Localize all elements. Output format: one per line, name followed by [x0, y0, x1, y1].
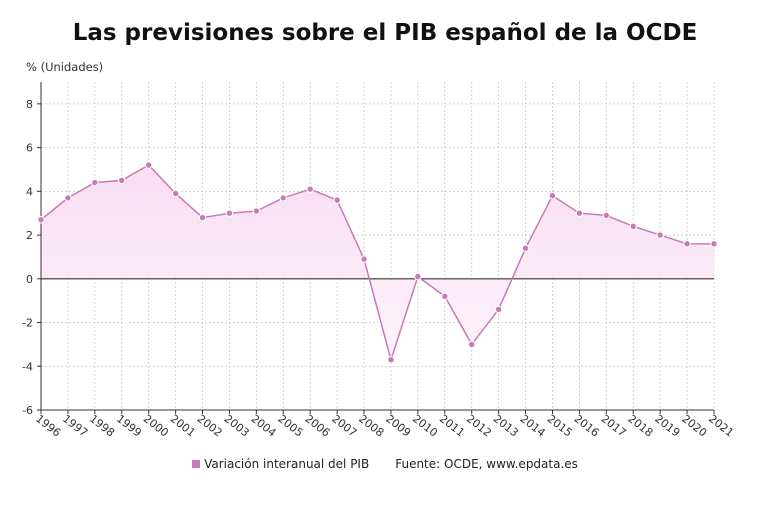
data-point — [198, 213, 207, 222]
axes — [37, 82, 715, 414]
data-point — [279, 194, 287, 202]
x-tick-label: 1996 — [33, 412, 63, 439]
data-point — [225, 209, 234, 217]
data-point — [118, 176, 126, 185]
x-tick-label: 2009 — [383, 412, 413, 439]
x-tick-label: 2021 — [706, 412, 736, 439]
data-point — [387, 356, 395, 364]
data-point — [710, 240, 718, 248]
y-tick-label: -2 — [22, 317, 33, 330]
x-tick-label: 2001 — [168, 412, 198, 439]
x-tick-label: 2008 — [356, 412, 386, 439]
x-tick-label: 2016 — [572, 412, 602, 439]
data-point — [91, 178, 99, 187]
x-tick-label: 2018 — [625, 412, 655, 439]
data-point — [494, 305, 503, 314]
series-line — [40, 164, 714, 363]
x-tick-label: 2005 — [275, 412, 305, 439]
area-fill — [41, 165, 714, 360]
data-point — [468, 340, 476, 349]
data-point — [441, 292, 449, 300]
x-tick-label: 2010 — [410, 412, 440, 439]
legend-swatch — [192, 459, 201, 468]
data-point — [333, 196, 341, 204]
x-tick-label: 2017 — [598, 412, 628, 439]
y-tick-label: -4 — [22, 360, 33, 373]
series-points — [37, 161, 718, 364]
data-point — [656, 231, 664, 239]
x-tick-label: 2002 — [195, 412, 225, 439]
y-tick-label: 0 — [26, 273, 33, 286]
x-tick-label: 2007 — [329, 412, 359, 439]
x-tick-label: 2020 — [679, 412, 709, 439]
legend-series-label: Variación interanual del PIB — [204, 457, 370, 471]
x-tick-label: 2013 — [491, 412, 521, 439]
data-point — [144, 161, 153, 169]
chart-title: Las previsiones sobre el PIB español de … — [72, 20, 698, 46]
area-shape — [41, 165, 714, 360]
data-point — [602, 211, 611, 220]
data-point — [306, 185, 314, 193]
data-point — [252, 207, 261, 215]
data-point — [37, 216, 45, 224]
data-point — [575, 209, 584, 217]
x-tick-label: 2006 — [302, 412, 332, 439]
x-tick-labels: 1996199719981999200020012002200320042005… — [33, 412, 736, 439]
data-point — [414, 272, 422, 281]
x-tick-label: 2012 — [464, 412, 494, 439]
data-point — [64, 194, 72, 202]
x-tick-label: 2004 — [249, 412, 279, 439]
x-tick-label: 1999 — [114, 412, 144, 439]
y-tick-label: -6 — [22, 404, 33, 417]
data-point — [360, 255, 368, 263]
series-line-path — [40, 164, 714, 363]
y-tick-labels: -6 -4 -2 0 2 4 6 8 — [22, 98, 33, 417]
y-tick-label: 8 — [26, 98, 33, 111]
x-tick-label: 2003 — [222, 412, 252, 439]
data-point — [171, 189, 180, 198]
y-tick-label: 6 — [26, 142, 33, 155]
data-point — [629, 222, 637, 231]
data-point — [683, 240, 691, 248]
y-axis-unit-label: % (Unidades) — [26, 60, 104, 74]
legend: Variación interanual del PIB Fuente: OCDE… — [0, 457, 770, 471]
x-tick-label: 2000 — [141, 412, 171, 439]
x-tick-label: 2011 — [437, 412, 467, 439]
x-tick-label: 2014 — [518, 412, 548, 439]
x-tick-label: 2019 — [652, 412, 682, 439]
data-point — [548, 192, 557, 200]
x-tick-label: 1997 — [60, 412, 90, 439]
y-tick-label: 2 — [26, 229, 33, 242]
x-tick-label: 1998 — [87, 412, 117, 439]
data-point — [521, 244, 530, 252]
source-label: Fuente: OCDE, www.epdata.es — [395, 457, 578, 471]
x-tick-label: 2015 — [545, 412, 575, 439]
y-tick-label: 4 — [26, 185, 33, 198]
